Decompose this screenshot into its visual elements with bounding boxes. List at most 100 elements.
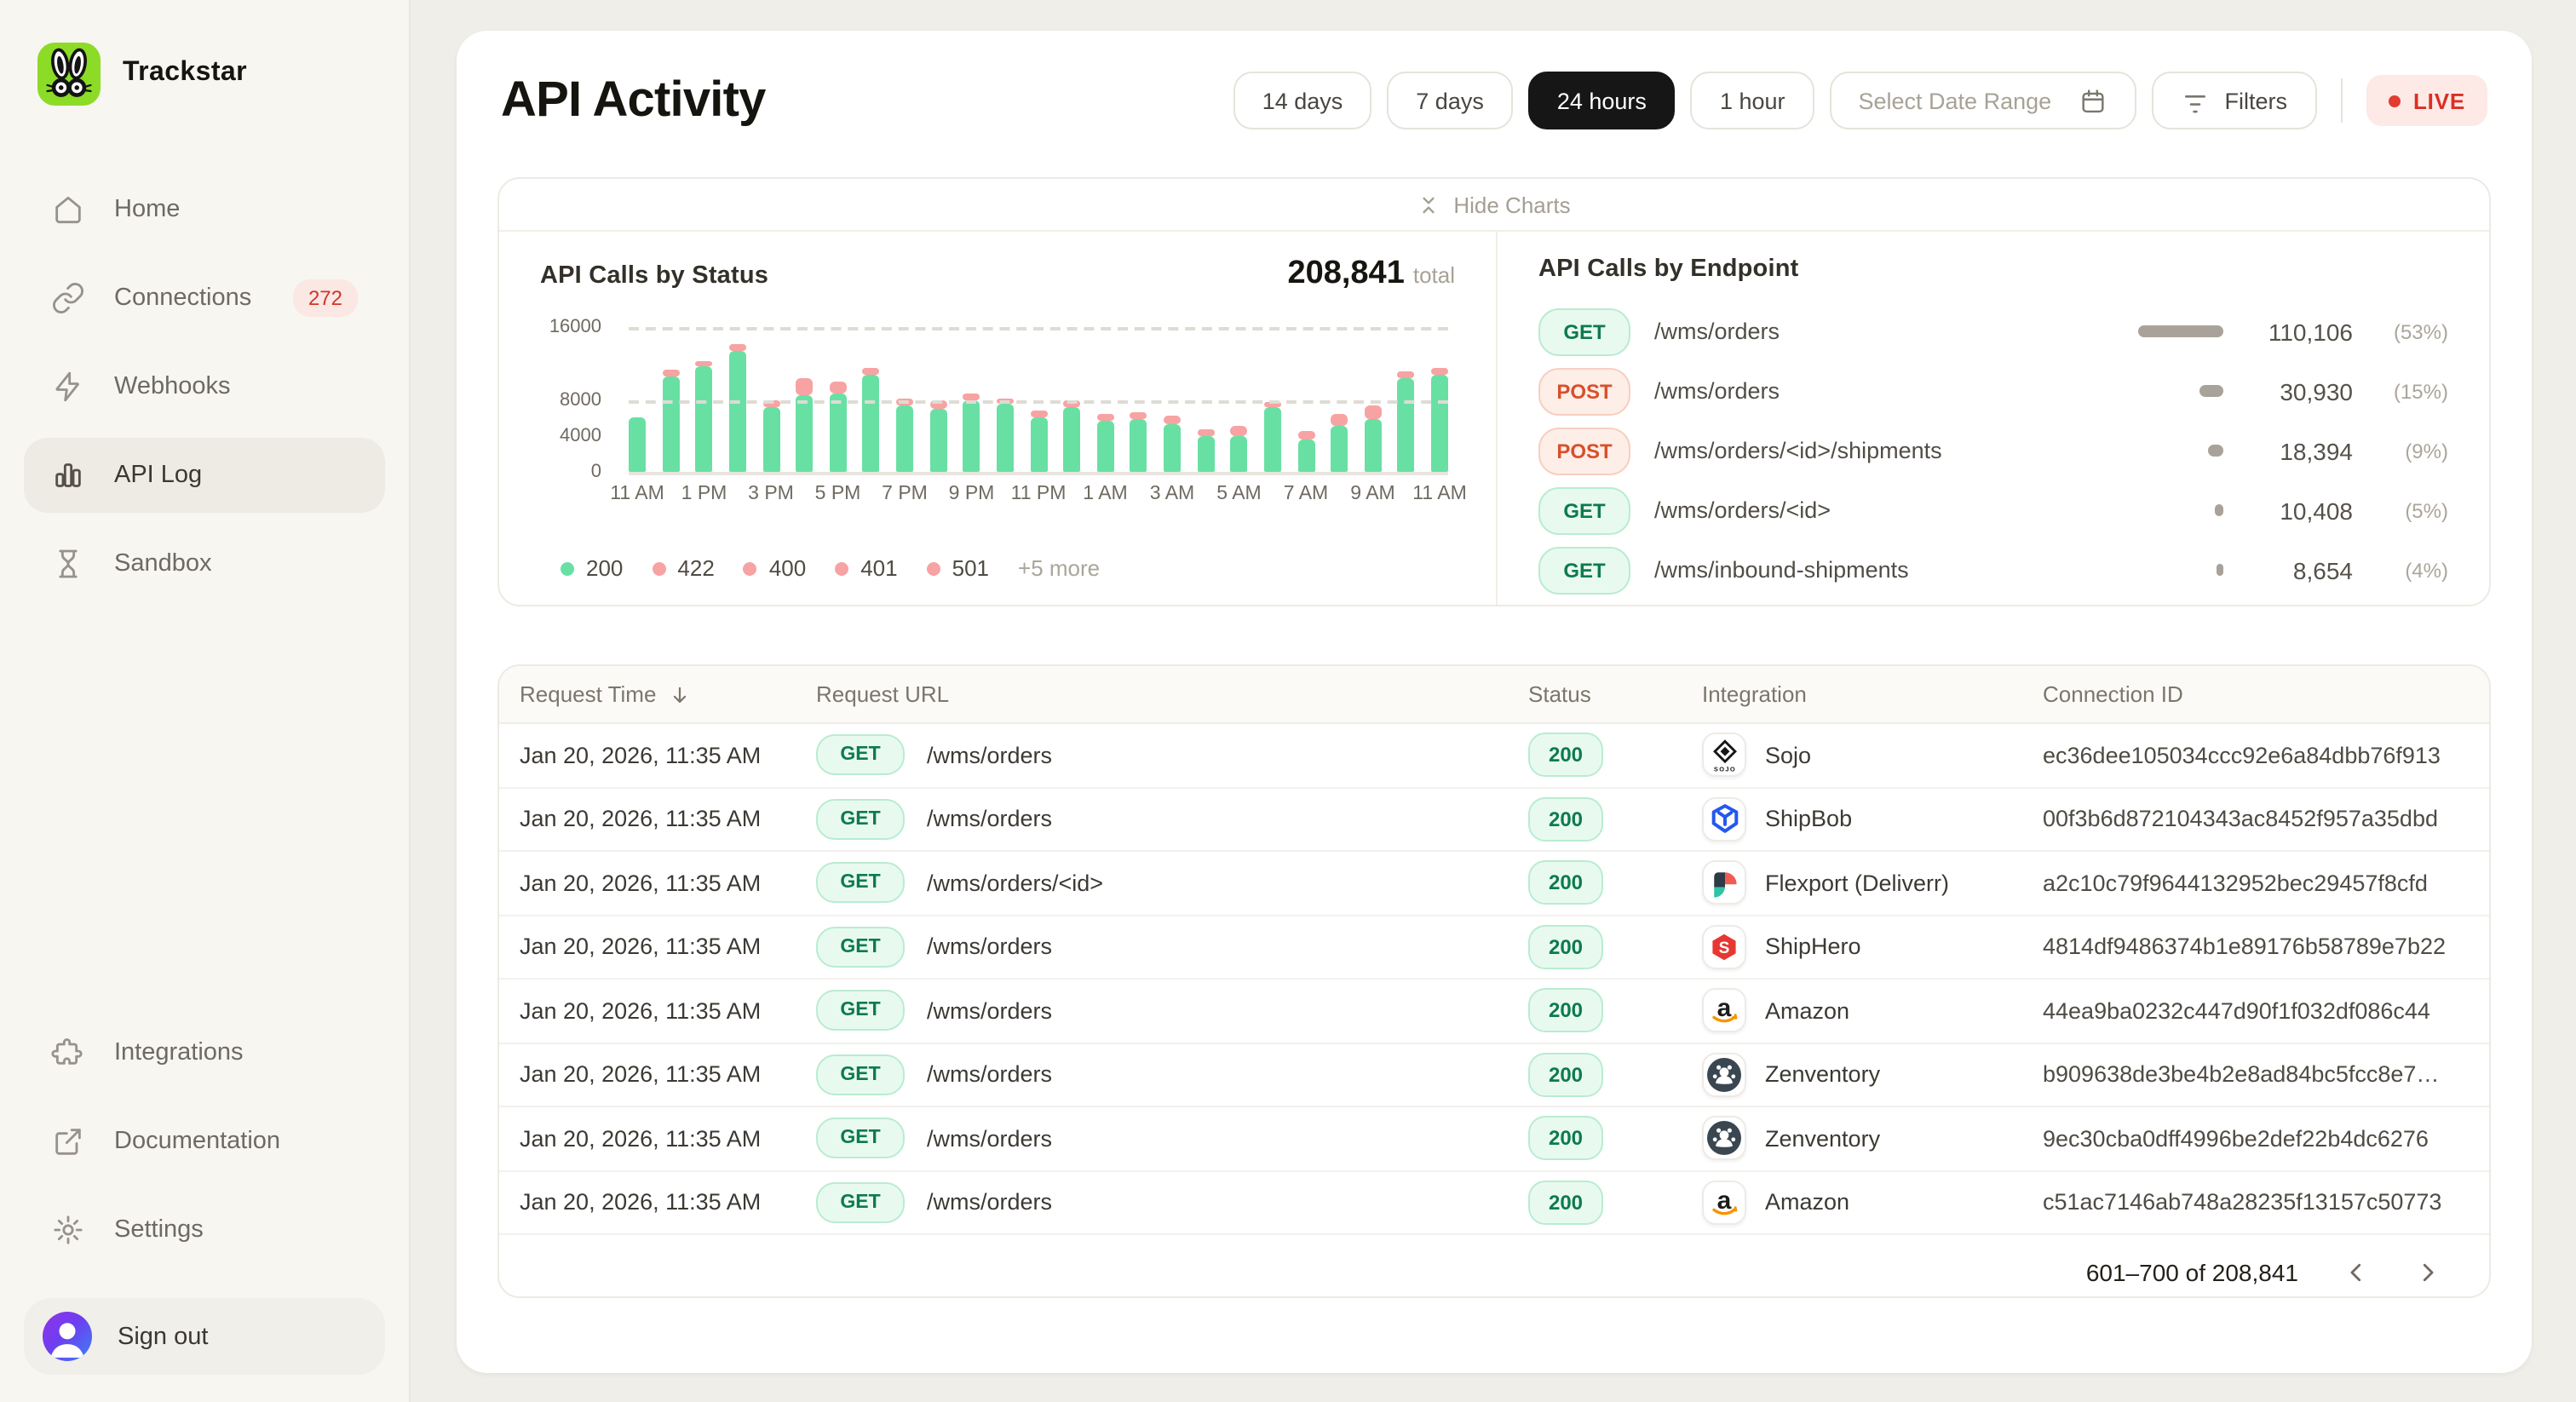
col-request-time[interactable]: Request Time	[520, 681, 816, 707]
legend-item-401[interactable]: 401	[835, 555, 898, 581]
status-bar-4-am-17[interactable]	[1197, 327, 1215, 472]
status-bar-1-am-14[interactable]: 1 AM	[1083, 327, 1128, 504]
legend-more[interactable]: +5 more	[1018, 555, 1101, 581]
table-row[interactable]: Jan 20, 2026, 11:35 AM GET /wms/orders 2…	[499, 1171, 2489, 1235]
sidebar-item-api-log[interactable]: API Log	[24, 438, 385, 513]
cell-integration: Zenventory	[1702, 1116, 2043, 1161]
table-row[interactable]: Jan 20, 2026, 11:35 AM GET /wms/orders 2…	[499, 788, 2489, 852]
cell-request-url: GET /wms/orders	[816, 798, 1528, 840]
range-button-7-days[interactable]: 7 days	[1387, 72, 1513, 129]
sidebar-item-documentation[interactable]: Documentation	[24, 1104, 385, 1179]
filters-button[interactable]: Filters	[2151, 72, 2316, 129]
prev-page-button[interactable]	[2343, 1259, 2370, 1286]
status-bar-5-pm-6[interactable]: 5 PM	[815, 327, 860, 504]
sidebar-item-label: Webhooks	[114, 373, 231, 400]
table-row[interactable]: Jan 20, 2026, 11:35 AM GET /wms/orders/<…	[499, 852, 2489, 916]
endpoint-path: /wms/orders	[1654, 378, 1780, 404]
status-bar-6-am-19[interactable]	[1263, 327, 1281, 472]
legend-item-422[interactable]: 422	[652, 555, 715, 581]
header-divider	[2340, 78, 2342, 123]
status-badge: 200	[1528, 1180, 1603, 1225]
range-button-24-hours[interactable]: 24 hours	[1527, 72, 1676, 129]
sidebar-item-webhooks[interactable]: Webhooks	[24, 349, 385, 424]
status-bar-7-am-20[interactable]: 7 AM	[1284, 327, 1328, 504]
cell-status: 200	[1528, 796, 1702, 842]
sidebar-item-settings[interactable]: Settings	[24, 1192, 385, 1267]
status-bar-2-am-15[interactable]	[1130, 327, 1147, 472]
col-connection-id[interactable]: Connection ID	[2043, 681, 2183, 707]
next-page-button[interactable]	[2414, 1259, 2441, 1286]
status-bar-1-pm-2[interactable]: 1 PM	[681, 327, 727, 504]
amazon-logo-icon: a	[1702, 988, 1746, 1033]
endpoint-row[interactable]: GET /wms/inbound-shipments 8,654 (4%)	[1538, 540, 2448, 600]
status-bar-9-am-22[interactable]: 9 AM	[1350, 327, 1395, 504]
cell-status: 200	[1528, 1180, 1702, 1225]
method-badge: GET	[816, 926, 905, 968]
endpoint-row[interactable]: POST /wms/orders/<id>/shipments 18,394 (…	[1538, 421, 2448, 480]
sidebar-item-home[interactable]: Home	[24, 172, 385, 247]
collapse-icon	[1417, 193, 1440, 215]
main-area: API Activity 14 days 7 days 24 hours 1 hour…	[411, 0, 2576, 1402]
filter-icon	[2181, 86, 2210, 115]
cell-request-time: Jan 20, 2026, 11:35 AM	[520, 1061, 762, 1088]
trackstar-logo-icon	[37, 42, 101, 105]
bar-chart-icon	[51, 458, 85, 492]
endpoint-row[interactable]: POST /wms/orders 30,930 (15%)	[1538, 361, 2448, 421]
endpoint-row[interactable]: GET /wms/orders/<id> 10,408 (5%)	[1538, 480, 2448, 540]
status-bar-11-pm-12[interactable]: 11 PM	[1011, 327, 1066, 504]
status-bar-3-am-16[interactable]: 3 AM	[1150, 327, 1194, 504]
x-tick-label: 1 AM	[1083, 484, 1128, 504]
status-bar-3-pm-4[interactable]: 3 PM	[748, 327, 794, 504]
cell-connection-id: 9ec30cba0dff4996be2def22b4dc6276	[2043, 1125, 2429, 1152]
status-bar-11-am-0[interactable]: 11 AM	[610, 327, 664, 504]
flexport-logo-icon	[1702, 860, 1746, 905]
status-bar-8-pm-9[interactable]	[929, 327, 947, 472]
hourglass-icon	[51, 547, 85, 581]
endpoint-percent: (4%)	[2405, 558, 2448, 582]
range-button-14-days[interactable]: 14 days	[1233, 72, 1372, 129]
status-bar-8-am-21[interactable]	[1331, 327, 1348, 472]
status-bar-6-pm-7[interactable]	[862, 327, 880, 472]
endpoint-count: 10,408	[2280, 497, 2353, 524]
hide-charts-button[interactable]: Hide Charts	[499, 179, 2489, 232]
cell-request-url: GET /wms/orders	[816, 1118, 1528, 1159]
cell-request-time: Jan 20, 2026, 11:35 AM	[520, 1125, 762, 1152]
x-tick-label: 1 PM	[681, 484, 727, 504]
calendar-icon	[2079, 86, 2107, 115]
table-row[interactable]: Jan 20, 2026, 11:35 AM GET /wms/orders 2…	[499, 980, 2489, 1043]
sign-out-button[interactable]: Sign out	[24, 1298, 385, 1375]
live-label: LIVE	[2413, 88, 2465, 113]
col-status[interactable]: Status	[1528, 681, 1591, 707]
table-row[interactable]: Jan 20, 2026, 11:35 AM GET /wms/orders 2…	[499, 916, 2489, 980]
endpoint-percent: (15%)	[2393, 379, 2448, 403]
x-tick-label: 7 PM	[882, 484, 928, 504]
sidebar-item-integrations[interactable]: Integrations	[24, 1015, 385, 1090]
status-badge: 200	[1528, 924, 1603, 969]
col-integration[interactable]: Integration	[1702, 681, 1807, 707]
y-axis: 16000 8000 4000 0	[540, 317, 615, 482]
endpoint-bar	[2217, 564, 2223, 576]
status-bar-12-am-13[interactable]	[1063, 327, 1081, 472]
sidebar-item-label: Settings	[114, 1216, 204, 1244]
legend-item-400[interactable]: 400	[743, 555, 806, 581]
status-bar-5-am-18[interactable]: 5 AM	[1216, 327, 1262, 504]
table-row[interactable]: Jan 20, 2026, 11:35 AM GET /wms/orders 2…	[499, 1107, 2489, 1171]
cell-status: 200	[1528, 988, 1702, 1033]
col-request-url[interactable]: Request URL	[816, 681, 950, 707]
date-range-input[interactable]: Select Date Range	[1829, 72, 2136, 129]
legend-item-200[interactable]: 200	[561, 555, 623, 581]
table-row[interactable]: Jan 20, 2026, 11:35 AM GET /wms/orders 2…	[499, 1043, 2489, 1107]
sidebar-item-sandbox[interactable]: Sandbox	[24, 526, 385, 601]
range-button-1-hour[interactable]: 1 hour	[1690, 72, 1814, 129]
status-bar-2-pm-3[interactable]	[728, 327, 746, 472]
table-row[interactable]: Jan 20, 2026, 11:35 AM GET /wms/orders 2…	[499, 724, 2489, 788]
status-bar-9-pm-10[interactable]: 9 PM	[949, 327, 994, 504]
status-bar-4-pm-5[interactable]	[796, 327, 814, 472]
status-chart: API Calls by Status 208,841 total 16000 80…	[499, 232, 1498, 605]
endpoint-bar	[2215, 504, 2223, 516]
endpoint-row[interactable]: GET /wms/orders 110,106 (53%)	[1538, 302, 2448, 361]
cell-integration: a Amazon	[1702, 988, 2043, 1033]
sidebar-item-connections[interactable]: Connections 272	[24, 261, 385, 336]
legend-item-501[interactable]: 501	[926, 555, 989, 581]
cell-request-time: Jan 20, 2026, 11:35 AM	[520, 997, 762, 1024]
